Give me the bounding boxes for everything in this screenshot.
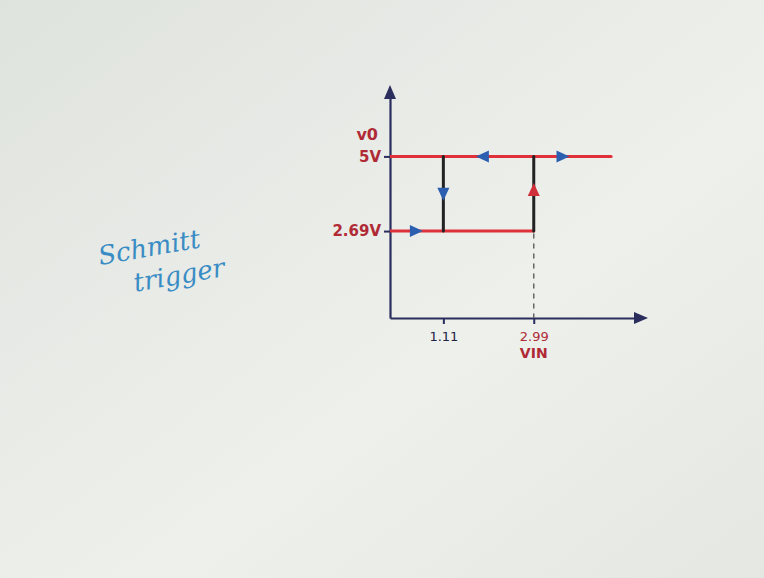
x-tick-label: 2.99 [520, 329, 549, 344]
y-axis-line [389, 96, 391, 319]
y-axis: 2.69V 5V [332, 96, 390, 319]
x-tick-label: 1.11 [429, 329, 458, 344]
y-axis-title: v0 [356, 125, 378, 144]
x-axis-arrow [634, 312, 648, 324]
y-tick-mark [384, 156, 390, 158]
x-tick-mark [533, 318, 535, 324]
series-line [390, 155, 611, 158]
series-line [533, 231, 535, 318]
x-tick: 2.99 [520, 318, 549, 344]
x-axis: 1.11 2.99 [391, 318, 641, 344]
chart: 1.11 2.99 2.69V 5V VIN v0 Schmitttrigger [0, 0, 764, 578]
direction-arrow [476, 150, 489, 162]
board [0, 0, 764, 578]
y-tick-label: 2.69V [332, 222, 381, 240]
y-axis-arrow [384, 85, 396, 99]
direction-arrow [557, 150, 570, 162]
direction-arrow [528, 183, 540, 196]
x-tick-mark [443, 318, 445, 324]
direction-arrow [437, 188, 449, 201]
x-tick: 1.11 [429, 318, 458, 344]
annotation: Schmitttrigger [96, 220, 229, 303]
y-tick: 5V [359, 148, 390, 166]
x-axis-title: VIN [520, 345, 548, 361]
y-tick-mark [384, 231, 390, 233]
plot-area [390, 150, 611, 318]
direction-arrow [410, 225, 423, 237]
y-tick-label: 5V [359, 148, 381, 166]
x-axis-line [391, 317, 641, 319]
y-tick: 2.69V [332, 222, 390, 240]
